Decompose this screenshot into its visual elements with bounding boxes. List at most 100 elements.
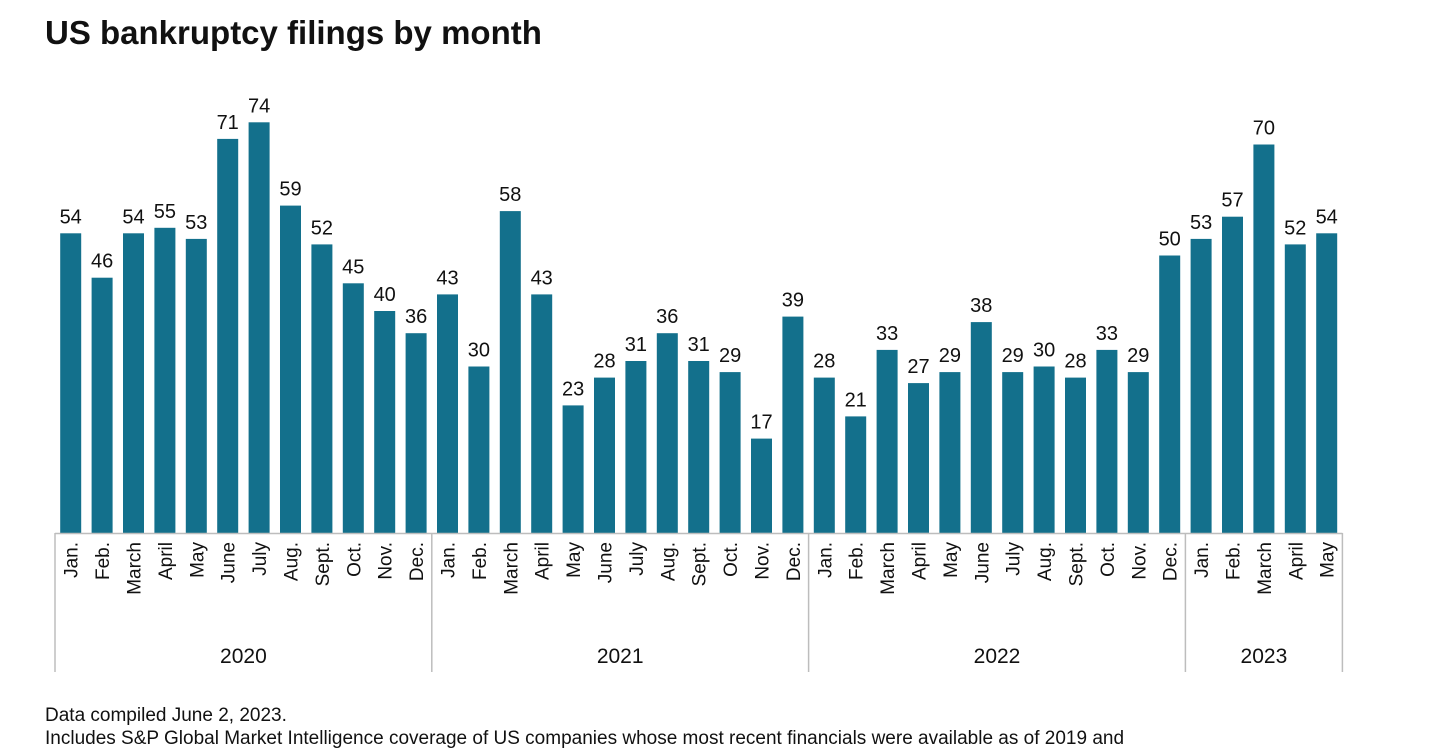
bar-2022-1 [813,377,835,533]
data-label: 29 [939,345,961,367]
bar-2021-7 [625,361,647,533]
month-tick-label: Jan. [815,542,836,578]
month-tick-label: March [501,542,522,595]
month-tick-label: March [1255,542,1276,595]
year-label: 2020 [220,645,267,668]
month-tick-label: June [972,542,993,583]
month-tick-label: Aug. [282,542,303,581]
data-label: 53 [185,212,207,234]
month-tick-label: Nov. [753,542,774,580]
month-tick-label: Feb. [470,542,491,580]
bar-2022-2 [845,416,867,533]
year-label: 2023 [1241,645,1288,668]
month-tick-label: May [564,542,585,578]
month-tick-label: April [156,542,177,580]
month-tick-label: Nov. [376,542,397,580]
month-tick-label: March [125,542,146,595]
bar-chart: 54 Jan. 46 Feb. 54 March 55 April 53 May 71 June 74 J… [54,95,1344,672]
month-tick-label: Jan. [62,542,83,578]
data-label: 45 [342,256,364,278]
month-tick-label: March [878,542,899,595]
data-label: 54 [1316,206,1338,228]
data-label: 29 [719,345,741,367]
data-label: 59 [279,179,301,201]
month-tick-label: Sept. [313,542,334,586]
bar-2020-7 [248,122,270,534]
month-tick-label: May [1318,542,1339,578]
data-label: 28 [593,351,615,373]
bar-2020-4 [154,227,176,534]
data-label: 36 [405,306,427,328]
month-tick-label: July [1004,542,1025,576]
bar-2020-12 [405,333,427,533]
bar-2020-5 [185,238,207,533]
data-label: 36 [656,306,678,328]
month-tick-label: June [596,542,617,583]
data-label: 30 [1033,340,1055,362]
bar-2022-8 [1033,366,1055,533]
month-tick-label: Feb. [847,542,868,580]
bar-2020-6 [217,138,239,533]
bar-2021-11 [751,438,772,533]
data-label: 43 [531,267,553,289]
month-tick-label: Dec. [784,542,805,581]
data-label: 17 [750,412,772,434]
data-label: 70 [1253,118,1275,140]
chart-title: US bankruptcy filings by month [45,14,542,51]
month-tick-label: Sept. [1067,542,1088,586]
data-label: 33 [876,323,898,345]
month-tick-label: Dec. [407,542,428,581]
month-tick-label: Oct. [1098,542,1119,577]
bar-2022-3 [876,349,898,534]
month-tick-label: Dec. [1161,542,1182,581]
bar-2021-2 [468,366,490,533]
month-tick-label: July [250,542,271,576]
bar-2022-6 [970,322,992,533]
bar-2021-5 [562,405,584,533]
bar-2022-4 [908,383,929,533]
data-label: 54 [60,206,82,228]
month-tick-label: Jan. [1192,542,1213,578]
month-tick-label: Aug. [658,542,679,581]
data-label: 39 [782,290,804,312]
month-tick-label: Feb. [93,542,114,580]
data-label: 46 [91,251,113,273]
data-label: 29 [1127,345,1149,367]
bar-2021-6 [594,377,615,533]
bar-2020-10 [342,283,364,534]
data-label: 31 [625,334,647,356]
bar-2020-8 [280,205,301,533]
bar-2022-5 [939,372,961,533]
bar-2023-2 [1222,216,1243,533]
bar-2020-11 [374,311,396,533]
bar-2020-1 [60,233,82,534]
bar-2021-8 [656,333,678,533]
data-label: 29 [1002,345,1024,367]
bar-2022-12 [1159,255,1181,533]
bar-2020-2 [91,277,113,533]
month-tick-label: Oct. [721,542,742,577]
data-label: 40 [374,284,396,306]
bar-2022-11 [1127,372,1149,533]
bar-2022-7 [1002,372,1024,533]
year-label: 2022 [974,645,1021,668]
bar-2022-9 [1065,377,1086,533]
data-label: 38 [970,295,992,317]
bar-2023-4 [1284,244,1306,533]
month-tick-label: July [627,542,648,576]
year-label: 2021 [597,645,644,668]
bar-2021-12 [782,316,804,533]
month-tick-label: Feb. [1224,542,1245,580]
month-tick-label: Aug. [1035,542,1056,581]
month-tick-label: Jan. [439,542,460,578]
data-label: 28 [813,351,835,373]
month-tick-label: April [1286,542,1307,580]
month-tick-label: Nov. [1129,542,1150,580]
bar-2021-9 [688,361,710,533]
month-tick-label: June [219,542,240,583]
bar-2021-4 [531,294,553,534]
bar-2023-1 [1190,238,1212,533]
data-label: 55 [154,201,176,223]
bar-2021-3 [499,211,521,533]
data-label: 52 [1284,217,1306,239]
